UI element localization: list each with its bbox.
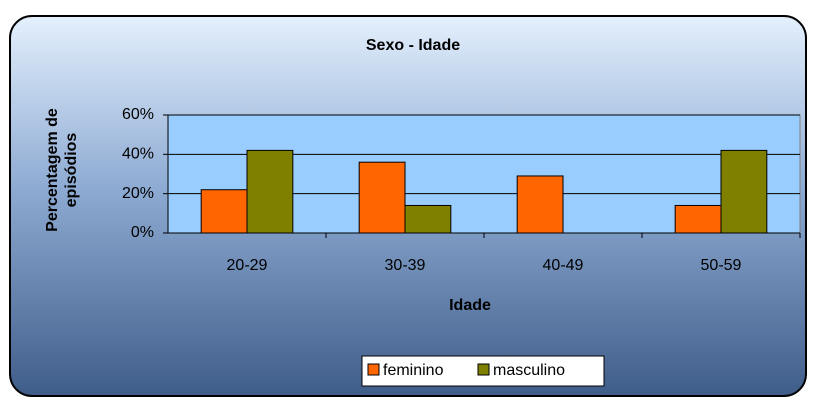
y-tick-label: 40% (122, 146, 154, 163)
x-tick-label: 40-49 (543, 257, 584, 274)
x-tick-label: 20-29 (227, 257, 268, 274)
bar (358, 161, 406, 234)
bar (246, 149, 294, 234)
y-tick-label: 60% (122, 106, 154, 123)
bar (404, 204, 452, 234)
bar (720, 149, 768, 234)
bar (674, 204, 722, 234)
x-axis-title: Idade (449, 297, 491, 314)
bar (200, 189, 248, 234)
x-tick-label: 30-39 (385, 257, 426, 274)
y-tick-label: 20% (122, 185, 154, 202)
legend-swatch (477, 363, 490, 376)
x-tick-label: 50-59 (701, 257, 742, 274)
legend-swatch (367, 363, 380, 376)
y-axis-title: Percentagem de episódios (44, 108, 80, 232)
legend-label: masculino (493, 362, 565, 379)
bar (516, 175, 564, 234)
legend-label: feminino (383, 362, 444, 379)
chart-title: Sexo - Idade (366, 37, 460, 54)
y-tick-label: 0% (131, 224, 154, 241)
